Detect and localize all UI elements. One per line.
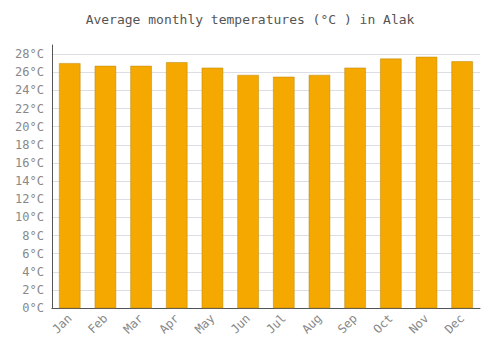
svg-text:Jan: Jan [49, 311, 74, 336]
svg-text:26°C: 26°C [15, 65, 44, 79]
svg-text:20°C: 20°C [15, 120, 44, 134]
svg-text:Mar: Mar [121, 311, 146, 336]
svg-text:Dec: Dec [442, 311, 467, 336]
svg-text:12°C: 12°C [15, 192, 44, 206]
svg-text:0°C: 0°C [22, 301, 44, 315]
svg-text:Sep: Sep [335, 311, 360, 336]
svg-text:Oct: Oct [371, 311, 396, 336]
svg-text:24°C: 24°C [15, 83, 44, 97]
svg-text:10°C: 10°C [15, 210, 44, 224]
svg-text:Jun: Jun [228, 311, 253, 336]
svg-text:14°C: 14°C [15, 174, 44, 188]
svg-text:4°C: 4°C [22, 265, 44, 279]
svg-text:Average monthly temperatures (: Average monthly temperatures (°C ) in Al… [86, 12, 415, 27]
svg-text:Nov: Nov [406, 311, 431, 336]
svg-text:16°C: 16°C [15, 156, 44, 170]
svg-text:18°C: 18°C [15, 138, 44, 152]
svg-text:22°C: 22°C [15, 102, 44, 116]
svg-text:28°C: 28°C [15, 47, 44, 61]
svg-text:Apr: Apr [156, 311, 181, 336]
svg-text:2°C: 2°C [22, 283, 44, 297]
svg-text:Aug: Aug [299, 311, 324, 336]
svg-text:6°C: 6°C [22, 247, 44, 261]
svg-text:8°C: 8°C [22, 229, 44, 243]
svg-text:May: May [192, 311, 217, 336]
svg-text:Jul: Jul [264, 311, 289, 336]
svg-text:Feb: Feb [85, 311, 110, 336]
